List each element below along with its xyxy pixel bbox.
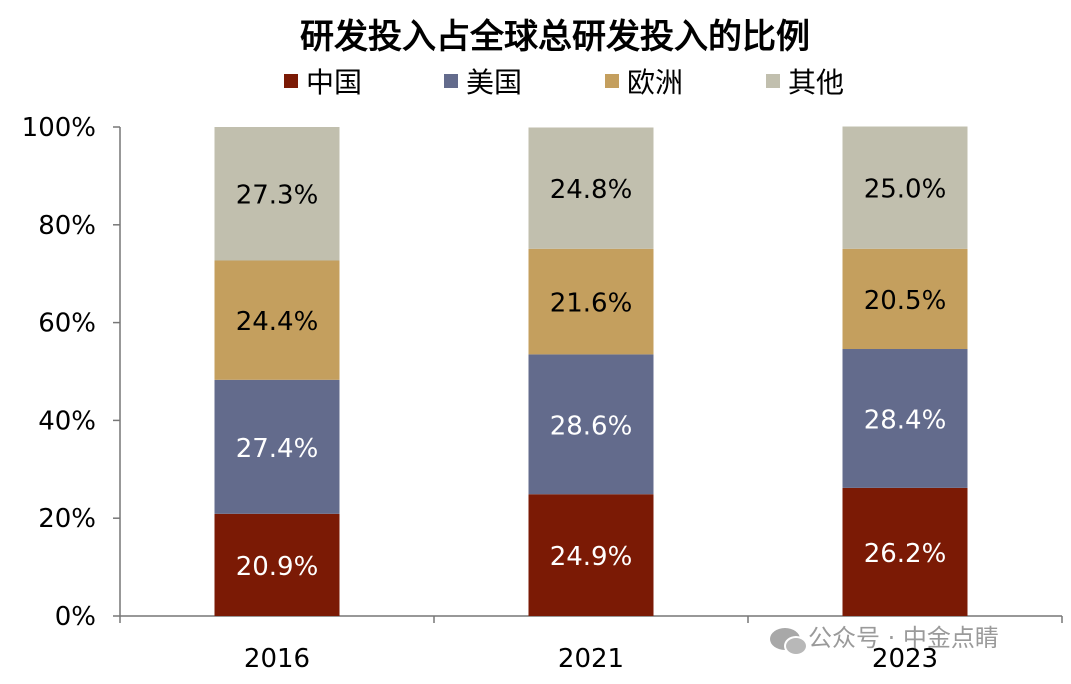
bar-segment — [528, 127, 654, 249]
bar-segment — [214, 379, 340, 514]
bar-segment — [842, 349, 968, 488]
bar-segment — [842, 126, 968, 249]
y-tick-label: 20% — [38, 504, 96, 534]
y-tick-label: 60% — [38, 309, 96, 339]
legend-swatch-3 — [766, 74, 780, 88]
watermark-text: 公众号 · 中金点睛 — [808, 624, 999, 652]
data-label: 27.3% — [236, 181, 319, 211]
y-tick-label: 0% — [55, 602, 96, 632]
data-label: 26.2% — [864, 539, 947, 569]
x-tick-label: 2016 — [244, 644, 310, 674]
wechat-icon — [770, 628, 808, 656]
legend-label-2: 欧洲 — [627, 66, 683, 99]
bar-segment — [842, 248, 968, 350]
bar-segment — [528, 248, 654, 355]
data-label: 25.0% — [864, 175, 947, 205]
data-label: 28.4% — [864, 405, 947, 435]
data-label: 24.9% — [550, 542, 633, 572]
legend: 中国 美国 欧洲 其他 — [284, 66, 844, 99]
legend-label-0: 中国 — [306, 66, 362, 99]
chart-title: 研发投入占全球总研发投入的比例 — [300, 17, 810, 57]
legend-swatch-0 — [284, 74, 298, 88]
data-label: 20.9% — [236, 552, 319, 582]
bar-segment — [528, 354, 654, 495]
bar-segment — [214, 260, 340, 380]
legend-swatch-1 — [444, 74, 458, 88]
bar-segment — [214, 127, 340, 261]
y-tick-label: 100% — [22, 113, 96, 143]
bars: 20.9% 27.4% 24.4% 27.3% 24.9% 28.6% 21.6% 24.8%… — [214, 126, 968, 616]
data-label: 27.4% — [236, 434, 319, 464]
x-axis: 2016 2021 2023 — [119, 615, 1063, 674]
y-axis: 0% 20% 40% 60% 80% 100% — [22, 113, 121, 632]
data-label: 21.6% — [550, 289, 633, 319]
data-label: 28.6% — [550, 411, 633, 441]
legend-label-1: 美国 — [466, 66, 522, 99]
bar-segment — [528, 494, 654, 616]
data-label: 20.5% — [864, 286, 947, 316]
data-label: 24.8% — [550, 175, 633, 205]
x-tick-label: 2023 — [872, 644, 938, 674]
y-tick-label: 40% — [38, 406, 96, 436]
x-tick-label: 2021 — [558, 644, 624, 674]
data-label: 24.4% — [236, 307, 319, 337]
bar-segment — [214, 513, 340, 616]
y-tick-label: 80% — [38, 211, 96, 241]
legend-swatch-2 — [605, 74, 619, 88]
watermark: 公众号 · 中金点睛 — [770, 618, 999, 656]
bar-segment — [842, 487, 968, 616]
legend-label-3: 其他 — [788, 66, 844, 99]
